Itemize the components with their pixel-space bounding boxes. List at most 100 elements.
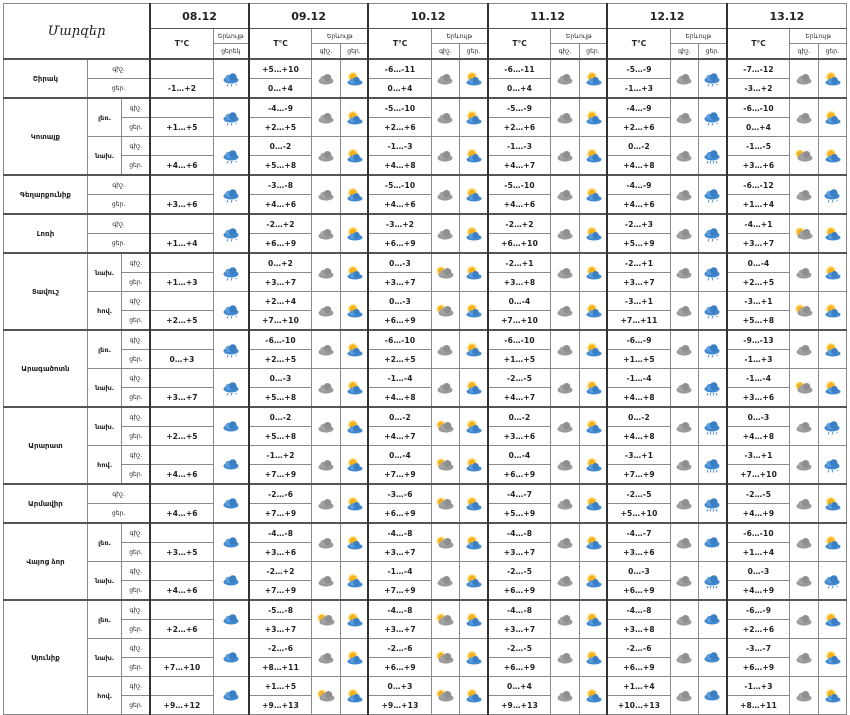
table-row: ցեր. +7…+10 +8…+11 +6…+9 +6…+9 +6…+9 +6…+9 [4, 657, 847, 677]
sun-cloud-icon [462, 148, 484, 164]
time-of-day: ցեր. [121, 155, 151, 176]
temperature-cell: +3…+7 [247, 272, 313, 292]
cloud-icon [673, 457, 695, 473]
subregion-label: լեռ. [86, 97, 123, 137]
blue-cloud-icon [220, 457, 242, 473]
partly-cloudy-icon [793, 148, 815, 164]
day-phenomena-cell [459, 445, 489, 485]
day-phenomena-cell [578, 136, 608, 176]
table-row: ցեր. +2…+5 +7…+10 +6…+9 +7…+10 +7…+11 +5…+8 [4, 310, 847, 331]
temperature-cell: +7…+9 [606, 464, 671, 485]
temperature-cell: +4…+6 [149, 464, 214, 485]
temperature-cell [149, 406, 214, 427]
sun-cloud-icon [821, 342, 843, 358]
day-phenomena-cell [459, 136, 489, 176]
day-phenomena-cell [459, 368, 489, 408]
sun-cloud-icon [582, 688, 604, 704]
night-phenomena-cell [550, 522, 580, 562]
cloud-icon [554, 71, 576, 87]
subregion-label: հով. [86, 676, 123, 715]
table-row: Սյունիք լեռ. գիշ. -5…-8 -4…-8 -4…-8 -4…-8 -6…-9 [3, 599, 848, 715]
temperature-cell: +3…+7 [367, 272, 432, 292]
night-phenomena-cell [669, 638, 700, 677]
temperature-cell: -2…-5 [725, 483, 791, 504]
date-header: 11.12 [486, 3, 608, 29]
temperature-cell: -1…+3 [725, 349, 791, 369]
temperature-cell: -5…-9 [606, 58, 671, 79]
night-phenomena-cell [311, 445, 341, 485]
phenomena-col-header: Երևույթ [550, 28, 608, 44]
sun-cloud-icon [343, 612, 365, 628]
phenomena-col-header: Երևույթ [669, 28, 728, 44]
rain-snow-icon: * [220, 265, 242, 281]
temperature-cell: -1…-3 [486, 136, 552, 156]
table-row: Շիրակ գիշ. * +5…+10 -6…-11 -6…-11 -5…-9 * -7…-12 [3, 58, 848, 99]
temperature-cell: 0…+4 [725, 117, 791, 137]
sun-cloud-icon [821, 148, 843, 164]
temperature-cell: 0…-4 [486, 445, 552, 465]
temperature-cell: -2…-5 [486, 561, 552, 581]
partly-cloudy-icon [793, 380, 815, 396]
cloud-icon [793, 71, 815, 87]
sun-cloud-icon [821, 110, 843, 126]
cloud-icon [673, 265, 695, 281]
subregion-label: լեռ. [86, 329, 123, 369]
sun-cloud-icon [821, 612, 843, 628]
table-row: ցեր. +3…+7 +5…+8 +4…+8 +4…+7 +4…+8 +3…+6 [4, 387, 847, 408]
temperature-cell: +2…+5 [725, 272, 791, 292]
rain-snow-icon: * [220, 303, 242, 319]
svg-text:*: * [235, 237, 238, 241]
regional-forecast-table: Մարզեր 08.12 09.12 10.12 11.12 12.12 13.12 T°C Ե… [3, 3, 848, 715]
temperature-cell: -5…-8 [247, 599, 313, 620]
svg-text:*: * [716, 237, 719, 241]
sun-cloud-icon [821, 71, 843, 87]
temperature-cell: +10…+13 [606, 695, 671, 715]
region-name: Արագածոտն [3, 329, 88, 408]
temperature-cell [149, 291, 214, 311]
night-phenomena-cell [669, 329, 700, 369]
day-phenomena-cell [817, 252, 848, 292]
night-phenomena-cell [311, 58, 341, 99]
day-phenomena-cell [578, 97, 608, 137]
temperature-cell: 0…-2 [606, 406, 671, 427]
day-phenomena-cell: * [817, 174, 848, 215]
sun-cloud-icon [343, 496, 365, 512]
night-phenomena-cell [669, 291, 700, 331]
temperature-cell: +1…+4 [725, 194, 791, 215]
cloud-icon [793, 187, 815, 203]
day-phenomena-cell [459, 561, 489, 601]
temperature-cell: +4…+6 [247, 194, 313, 215]
temperature-cell: +2…+6 [486, 117, 552, 137]
temperature-cell: -6…-10 [725, 97, 791, 118]
cloud-icon [793, 419, 815, 435]
temperature-cell: +5…+8 [247, 426, 313, 446]
sun-cloud-icon [462, 573, 484, 589]
time-of-day: ցեր. [121, 387, 151, 408]
temperature-cell: -4…-9 [606, 97, 671, 118]
time-of-day: ցեր. [121, 426, 151, 446]
temperature-cell: +7…+10 [725, 464, 791, 485]
rain-snow-icon: * [701, 342, 723, 358]
night-phenomena-cell [311, 406, 341, 446]
temperature-cell: +1…+4 [725, 542, 791, 562]
temperature-cell: +3…+7 [149, 387, 214, 408]
day-phenomena-cell [578, 213, 608, 254]
day-phenomena-cell [339, 368, 369, 408]
temperature-cell: -4…-7 [606, 522, 671, 543]
rain-snow-icon: * [701, 110, 723, 126]
phenomena-cell [212, 445, 250, 485]
night-phenomena-cell [789, 174, 819, 215]
sun-cloud-icon [462, 71, 484, 87]
temperature-cell: -2…+1 [606, 252, 671, 273]
day-phenomena-cell [459, 599, 489, 639]
temperature-cell: 0…-3 [367, 291, 432, 311]
night-phenomena-cell [789, 97, 819, 137]
rain-snow-icon: * [220, 110, 242, 126]
partly-cloudy-icon [434, 612, 456, 628]
cloud-icon [554, 303, 576, 319]
night-col-header: գիշ. [789, 43, 819, 60]
temperature-cell: +4…+9 [725, 580, 791, 601]
sun-cloud-icon [821, 303, 843, 319]
table-row: Լոռի գիշ. * -2…+2 -3…+2 -2…+2 -2…+3 * -4…+1 [3, 213, 848, 254]
night-phenomena-cell [789, 676, 819, 715]
